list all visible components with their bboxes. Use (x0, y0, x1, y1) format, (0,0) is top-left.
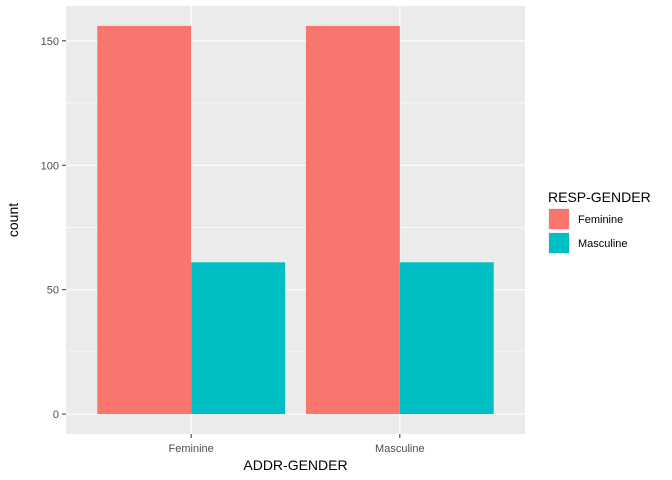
y-axis-title: count (5, 203, 21, 237)
legend-key-feminine (549, 209, 569, 229)
x-axis-title: ADDR-GENDER (243, 457, 347, 473)
legend-label-masculine: Masculine (578, 238, 628, 250)
x-axis-ticks: Feminine Masculine (169, 434, 425, 455)
y-tick-label: 150 (41, 36, 59, 48)
legend: RESP-GENDER Feminine Masculine (548, 189, 651, 254)
bar-feminine-masculine (191, 262, 286, 415)
bar-feminine-feminine (97, 25, 192, 415)
y-tick-label: 0 (53, 409, 59, 421)
legend-label-feminine: Feminine (578, 214, 623, 226)
bar-masculine-feminine (305, 25, 400, 415)
legend-key-masculine (549, 233, 569, 253)
legend-title: RESP-GENDER (548, 189, 651, 205)
x-tick-label: Feminine (169, 443, 214, 455)
bar-masculine-masculine (399, 262, 494, 415)
y-axis-ticks: 0 50 100 150 (41, 36, 66, 421)
y-tick-label: 50 (47, 285, 59, 297)
bars (97, 25, 494, 415)
x-tick-label: Masculine (375, 443, 425, 455)
y-tick-label: 100 (41, 160, 59, 172)
